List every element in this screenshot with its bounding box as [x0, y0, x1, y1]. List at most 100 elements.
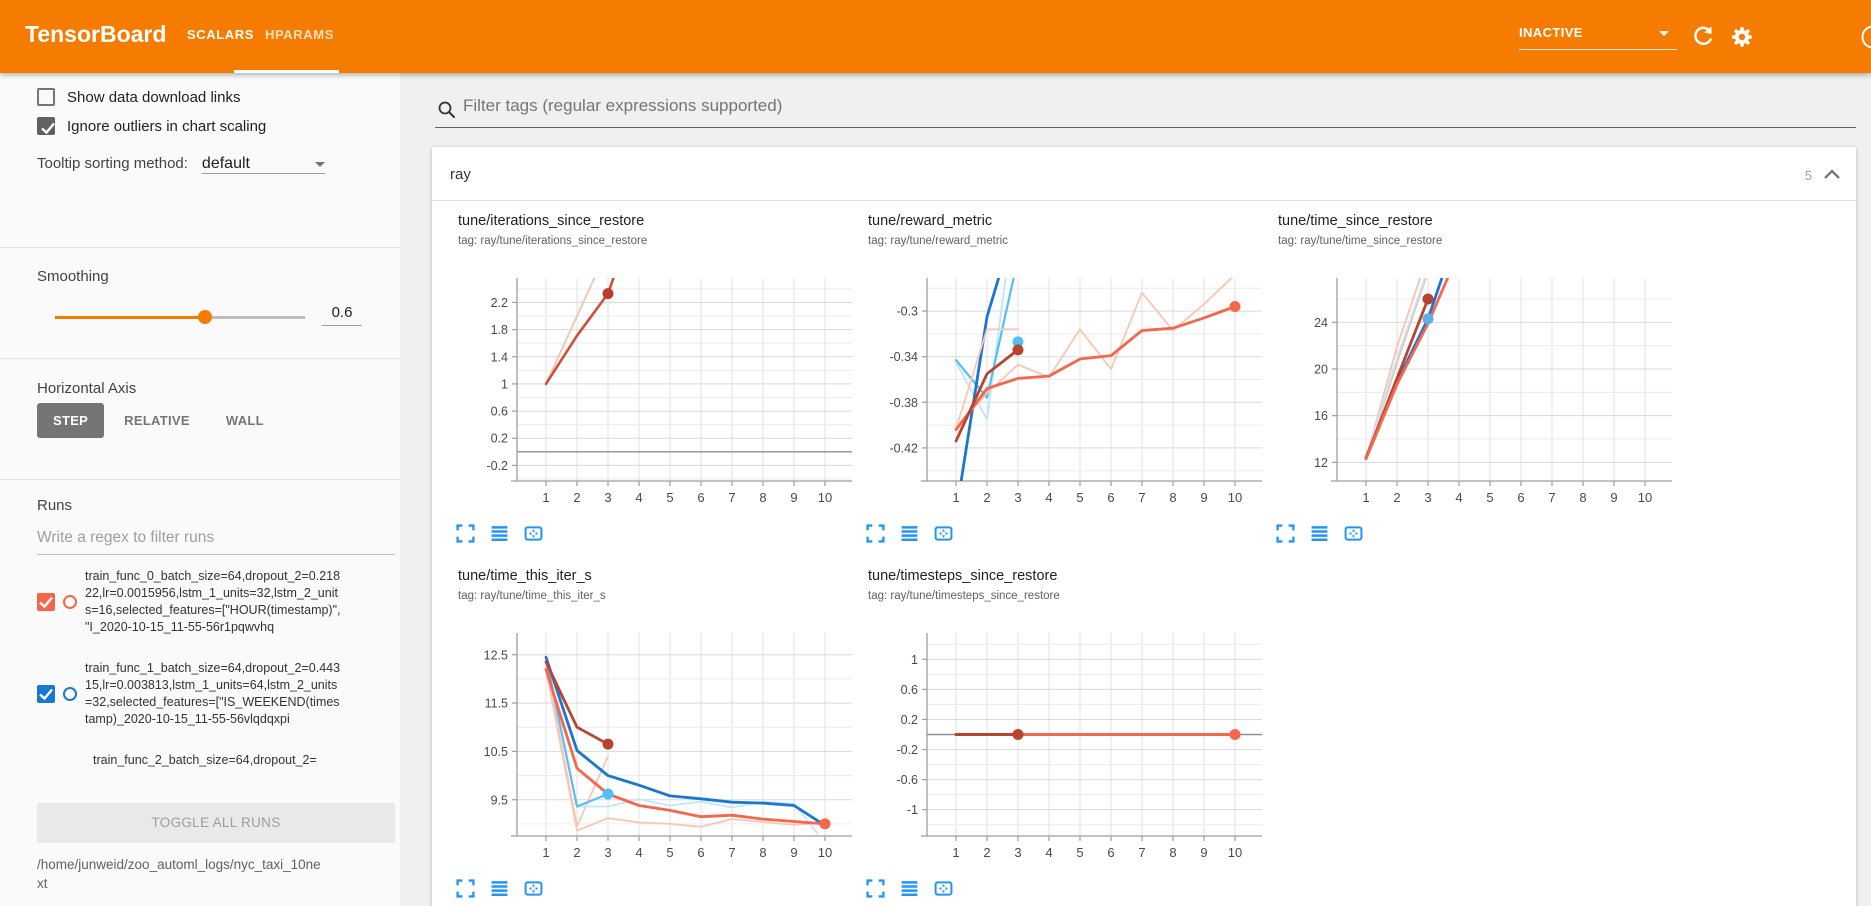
y-tick-label: -0.42 [890, 441, 919, 455]
refresh-icon[interactable] [1690, 24, 1716, 50]
fit-domain-icon[interactable] [524, 879, 543, 898]
expand-chart-icon[interactable] [456, 524, 475, 543]
y-tick-label: 16 [1314, 409, 1328, 423]
last-value-marker[interactable] [819, 818, 831, 830]
checkbox-box[interactable] [37, 88, 55, 106]
series-line [955, 278, 1233, 429]
chart-plot[interactable]: 1 0.6 0.2 -0.2 -0.6 -1 1 2 3 4 5 6 7 8 9 10 [855, 608, 1265, 860]
axis-relative-button[interactable]: RELATIVE [124, 413, 190, 428]
last-value-marker[interactable] [602, 288, 614, 300]
run-radio[interactable] [63, 687, 77, 701]
log-scale-icon[interactable] [490, 879, 509, 898]
x-tick-label: 1 [1362, 490, 1369, 505]
last-value-marker[interactable] [1012, 336, 1024, 348]
chart-title: tune/time_since_restore [1278, 213, 1433, 229]
smoothing-slider: 0.6 [37, 304, 367, 326]
x-tick-label: 8 [759, 845, 766, 860]
last-value-marker[interactable] [1012, 344, 1024, 356]
x-tick-label: 2 [573, 490, 580, 505]
log-scale-icon[interactable] [1310, 524, 1329, 543]
expand-chart-icon[interactable] [456, 879, 475, 898]
run-item-2[interactable]: train_func_2_batch_size=64,dropout_2= [37, 752, 377, 769]
x-tick-label: 7 [728, 490, 735, 505]
tag-filter-input[interactable] [463, 96, 1763, 116]
smoothing-value[interactable]: 0.6 [322, 304, 362, 326]
ray-section-header[interactable]: ray 5 [432, 147, 1856, 201]
axis-step-button[interactable]: STEP [37, 403, 105, 438]
last-value-marker[interactable] [1012, 729, 1024, 740]
toggle-all-runs-button[interactable]: TOGGLE ALL RUNS [37, 803, 395, 843]
series-line [955, 278, 1007, 421]
x-tick-label: 7 [728, 845, 735, 860]
checkbox-box[interactable] [37, 117, 55, 135]
fit-domain-icon[interactable] [524, 524, 543, 543]
last-value-marker[interactable] [602, 788, 614, 800]
tab-scalars[interactable]: SCALARS [187, 27, 255, 42]
slider-thumb[interactable] [198, 310, 212, 324]
divider [0, 358, 400, 359]
last-value-marker[interactable] [1422, 313, 1434, 325]
run-radio[interactable] [63, 595, 77, 609]
divider [0, 479, 400, 480]
log-scale-icon[interactable] [900, 524, 919, 543]
run-checkbox[interactable] [37, 593, 55, 611]
tooltip-sorting-row: Tooltip sorting method: default [37, 155, 325, 174]
y-tick-label: 0.2 [491, 432, 508, 446]
fit-domain-icon[interactable] [934, 524, 953, 543]
x-tick-label: 9 [1610, 490, 1617, 505]
checkbox-ignore-outliers[interactable]: Ignore outliers in chart scaling [37, 117, 266, 135]
chart-title: tune/reward_metric [868, 213, 993, 229]
fit-domain-icon[interactable] [934, 879, 953, 898]
expand-chart-icon[interactable] [1276, 524, 1295, 543]
chart-plot[interactable]: 2.2 1.8 1.4 1 0.6 0.2 -0.2 1 2 3 4 5 6 7 8 9 10 [445, 253, 855, 505]
x-tick-label: 1 [542, 490, 549, 505]
chart-plot[interactable]: 12.5 11.5 10.5 9.5 1 2 3 4 5 6 7 8 9 10 [445, 608, 855, 860]
run-filter-input[interactable] [37, 521, 395, 555]
log-scale-icon[interactable] [900, 879, 919, 898]
y-tick-label: 0.2 [901, 713, 918, 727]
log-scale-icon[interactable] [490, 524, 509, 543]
help-icon[interactable] [1860, 24, 1871, 50]
last-value-marker[interactable] [1422, 293, 1434, 305]
x-tick-label: 2 [983, 490, 990, 505]
y-tick-label: -0.2 [896, 743, 918, 757]
y-tick-label: 0.6 [901, 683, 918, 697]
series-line [955, 328, 1019, 430]
slider-track[interactable] [55, 310, 305, 324]
chart-tag: tag: ray/tune/time_this_iter_s [458, 590, 606, 602]
y-tick-label: -0.2 [486, 459, 508, 473]
series-line [545, 661, 609, 828]
series-line [545, 656, 819, 835]
last-value-marker[interactable] [602, 738, 614, 750]
tab-hparams[interactable]: HPARAMS [265, 27, 334, 42]
checkbox-show-download-links[interactable]: Show data download links [37, 88, 240, 106]
y-tick-label: 20 [1314, 363, 1328, 377]
expand-chart-icon[interactable] [866, 879, 885, 898]
checkbox-label: Ignore outliers in chart scaling [67, 117, 267, 135]
run-checkbox[interactable] [37, 685, 55, 703]
chart-tag: tag: ray/tune/reward_metric [868, 235, 1008, 247]
expand-chart-icon[interactable] [866, 524, 885, 543]
last-value-marker[interactable] [1229, 729, 1241, 740]
y-tick-label: 1 [911, 653, 918, 667]
app-header: TensorBoard SCALARS HPARAMS INACTIVE [0, 0, 1871, 73]
tooltip-sorting-dropdown[interactable]: default [201, 155, 325, 174]
run-list: train_func_0_batch_size=64,dropout_2=0.2… [37, 568, 377, 808]
x-tick-label: 2 [573, 845, 580, 860]
run-item-1[interactable]: train_func_1_batch_size=64,dropout_2=0.4… [37, 660, 377, 728]
status-dropdown[interactable]: INACTIVE [1519, 20, 1677, 50]
axis-wall-button[interactable]: WALL [225, 413, 264, 428]
run-item-0[interactable]: train_func_0_batch_size=64,dropout_2=0.2… [37, 568, 377, 636]
chart-plot[interactable]: -0.3 -0.34 -0.38 -0.42 1 2 3 4 5 6 7 8 9 10 [855, 253, 1265, 505]
y-tick-label: 9.5 [491, 793, 508, 807]
chevron-up-icon[interactable] [1822, 167, 1842, 181]
series-line [544, 660, 610, 746]
x-tick-label: 10 [1228, 845, 1242, 860]
x-tick-label: 5 [1076, 845, 1083, 860]
x-tick-label: 10 [1638, 490, 1652, 505]
chart-toolbar [445, 879, 855, 898]
gear-icon[interactable] [1729, 24, 1755, 50]
last-value-marker[interactable] [1229, 301, 1241, 313]
fit-domain-icon[interactable] [1344, 524, 1363, 543]
